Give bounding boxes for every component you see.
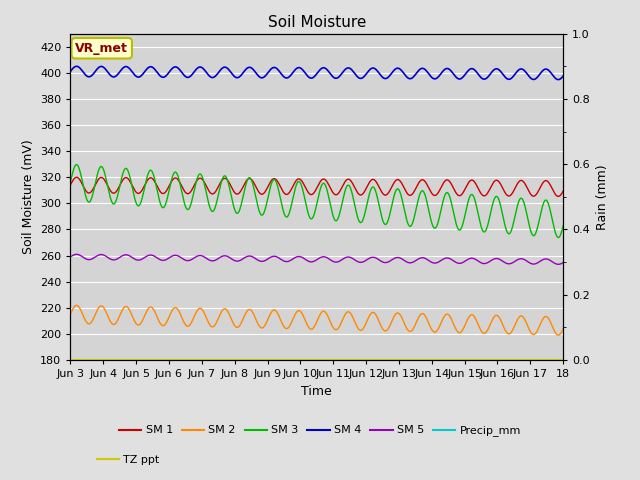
Legend: SM 1, SM 2, SM 3, SM 4, SM 5, Precip_mm: SM 1, SM 2, SM 3, SM 4, SM 5, Precip_mm xyxy=(115,421,525,441)
Y-axis label: Rain (mm): Rain (mm) xyxy=(596,164,609,229)
X-axis label: Time: Time xyxy=(301,384,332,397)
Title: Soil Moisture: Soil Moisture xyxy=(268,15,366,30)
Text: VR_met: VR_met xyxy=(76,42,128,55)
Legend: TZ ppt: TZ ppt xyxy=(92,451,164,469)
Y-axis label: Soil Moisture (mV): Soil Moisture (mV) xyxy=(22,139,35,254)
